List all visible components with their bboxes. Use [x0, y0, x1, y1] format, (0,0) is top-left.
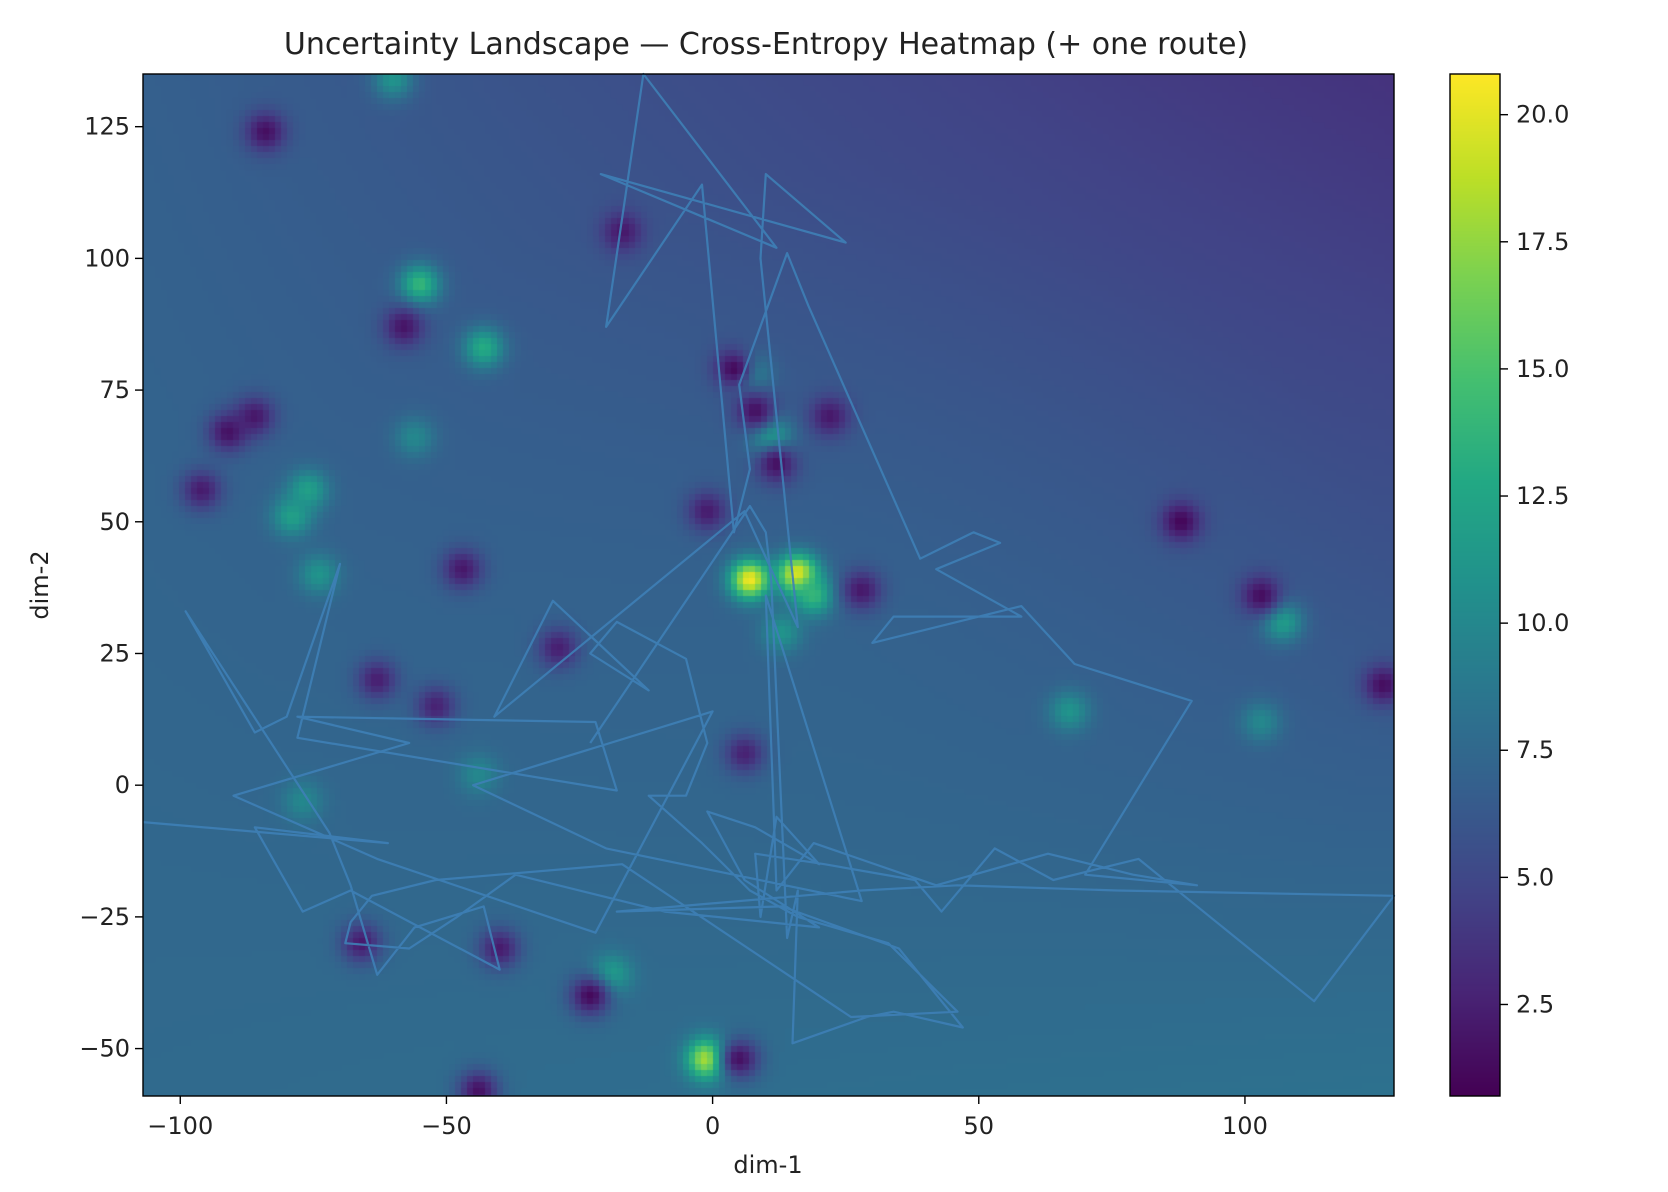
heatmap-field [143, 74, 1394, 1096]
y-tick-label: 75 [99, 376, 130, 404]
y-axis-label: dim-2 [26, 550, 54, 619]
colorbar: 2.5 5.0 7.5 10.0 12.5 15.0 17.5 20.0 [1449, 73, 1569, 1097]
colorbar-tick-label: 17.5 [1516, 228, 1569, 256]
colorbar-tick-label: 12.5 [1516, 482, 1569, 510]
x-tick-label: −100 [147, 1112, 213, 1140]
x-tick-label: 50 [964, 1112, 995, 1140]
colorbar-tick-label: 15.0 [1516, 355, 1569, 383]
y-tick-label: −25 [79, 903, 130, 931]
y-tick-label: 100 [84, 244, 130, 272]
y-tick-label: 125 [84, 113, 130, 141]
x-tick-label: 0 [705, 1112, 720, 1140]
colorbar-ticks: 2.5 5.0 7.5 10.0 12.5 15.0 17.5 20.0 [1500, 101, 1569, 1018]
x-axis-label: dim-1 [733, 1151, 802, 1179]
plot-frame [142, 73, 1395, 1097]
x-tick-label: −50 [421, 1112, 472, 1140]
y-tick-label: 0 [115, 771, 130, 799]
colorbar-gradient [1450, 74, 1500, 1096]
x-tick-label: 100 [1222, 1112, 1268, 1140]
colorbar-tick-label: 2.5 [1516, 990, 1554, 1018]
chart-title: Uncertainty Landscape — Cross-Entropy He… [284, 27, 1248, 62]
y-tick-label: 25 [99, 639, 130, 667]
colorbar-tick-label: 10.0 [1516, 609, 1569, 637]
y-tick-label: 50 [99, 508, 130, 536]
route-layer [142, 72, 1396, 1045]
colorbar-tick-label: 5.0 [1516, 863, 1554, 891]
colorbar-tick-label: 20.0 [1516, 101, 1569, 129]
x-axis: −100 −50 0 50 100 [147, 1096, 1268, 1140]
y-tick-label: −50 [79, 1035, 130, 1063]
route-line [142, 72, 1396, 1045]
colorbar-frame [1449, 73, 1501, 1097]
y-axis: −50 −25 0 25 50 75 100 125 [79, 113, 143, 1063]
colorbar-tick-label: 7.5 [1516, 736, 1554, 764]
